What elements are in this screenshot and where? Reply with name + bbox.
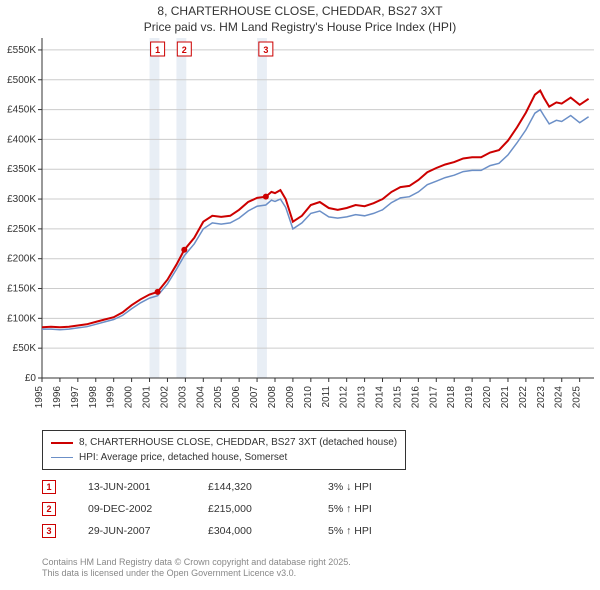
legend-item: HPI: Average price, detached house, Some… [51, 450, 397, 465]
x-tick-label: 2004 [195, 386, 206, 409]
x-tick-label: 2002 [159, 386, 170, 409]
series-price_paid [42, 91, 589, 328]
y-tick-label: £150K [7, 284, 36, 295]
sale-band [257, 38, 267, 378]
x-tick-label: 2005 [213, 386, 224, 409]
title-line-1: 8, CHARTERHOUSE CLOSE, CHEDDAR, BS27 3XT [0, 4, 600, 20]
x-tick-label: 2009 [285, 386, 296, 409]
x-tick-label: 2018 [446, 386, 457, 409]
y-tick-label: £300K [7, 194, 36, 205]
x-tick-label: 2001 [142, 386, 153, 409]
x-tick-label: 2006 [231, 386, 242, 409]
x-tick-label: 2023 [536, 386, 547, 409]
sale-marker-number: 3 [263, 45, 268, 55]
sale-marker-icon: 1 [42, 480, 56, 494]
legend-label: HPI: Average price, detached house, Some… [79, 450, 287, 465]
y-tick-label: £450K [7, 105, 36, 116]
x-tick-label: 2016 [410, 386, 421, 409]
x-tick-label: 2022 [518, 386, 529, 409]
x-tick-label: 2019 [464, 386, 475, 409]
y-tick-label: £550K [7, 45, 36, 56]
sale-date: 13-JUN-2001 [88, 481, 208, 493]
y-tick-label: £350K [7, 164, 36, 175]
sale-diff: 3% ↓ HPI [328, 481, 428, 493]
legend: 8, CHARTERHOUSE CLOSE, CHEDDAR, BS27 3XT… [42, 430, 406, 470]
y-tick-label: £500K [7, 75, 36, 86]
chart-title: 8, CHARTERHOUSE CLOSE, CHEDDAR, BS27 3XT… [0, 0, 600, 35]
x-tick-label: 2010 [303, 386, 314, 409]
x-tick-label: 2008 [267, 386, 278, 409]
sale-row: 2 09-DEC-2002£215,0005% ↑ HPI [42, 498, 428, 520]
footer-note: Contains HM Land Registry data © Crown c… [42, 557, 351, 580]
x-tick-label: 2017 [428, 386, 439, 409]
sale-dot [181, 247, 187, 253]
x-tick-label: 1997 [70, 386, 81, 409]
x-tick-label: 2025 [572, 386, 583, 409]
sale-marker-icon: 2 [42, 502, 56, 516]
x-tick-label: 2003 [177, 386, 188, 409]
sale-row: 3 29-JUN-2007£304,0005% ↑ HPI [42, 520, 428, 542]
x-tick-label: 1998 [88, 386, 99, 409]
x-tick-label: 1996 [52, 386, 63, 409]
x-tick-label: 1999 [106, 386, 117, 409]
y-tick-label: £400K [7, 134, 36, 145]
x-tick-label: 2024 [554, 386, 565, 409]
legend-swatch [51, 457, 73, 459]
y-tick-label: £200K [7, 254, 36, 265]
x-tick-label: 2020 [482, 386, 493, 409]
sale-diff: 5% ↑ HPI [328, 525, 428, 537]
sale-dot [263, 194, 269, 200]
sale-price: £304,000 [208, 525, 328, 537]
sale-date: 29-JUN-2007 [88, 525, 208, 537]
y-tick-label: £50K [13, 343, 37, 354]
y-tick-label: £0 [25, 373, 37, 384]
sale-row: 1 13-JUN-2001£144,3203% ↓ HPI [42, 476, 428, 498]
sales-table: 1 13-JUN-2001£144,3203% ↓ HPI 2 09-DEC-2002… [42, 476, 428, 542]
title-line-2: Price paid vs. HM Land Registry's House … [0, 20, 600, 36]
sale-marker-number: 1 [155, 45, 160, 55]
sale-dot [155, 289, 161, 295]
sale-marker-icon: 3 [42, 524, 56, 538]
legend-swatch [51, 442, 73, 444]
x-tick-label: 2014 [375, 386, 386, 409]
y-tick-label: £250K [7, 224, 36, 235]
sale-band [176, 38, 186, 378]
x-tick-label: 2012 [339, 386, 350, 409]
y-tick-label: £100K [7, 313, 36, 324]
x-tick-label: 2013 [357, 386, 368, 409]
x-tick-label: 2015 [392, 386, 403, 409]
sale-price: £215,000 [208, 503, 328, 515]
legend-item: 8, CHARTERHOUSE CLOSE, CHEDDAR, BS27 3XT… [51, 435, 397, 450]
sale-price: £144,320 [208, 481, 328, 493]
sale-marker-number: 2 [182, 45, 187, 55]
line-chart: £0 £50K £100K £150K £200K £250K £300K £350K £400… [0, 38, 600, 423]
footer-line-1: Contains HM Land Registry data © Crown c… [42, 557, 351, 569]
sale-date: 09-DEC-2002 [88, 503, 208, 515]
x-tick-label: 1995 [34, 386, 45, 409]
sale-diff: 5% ↑ HPI [328, 503, 428, 515]
x-tick-label: 2021 [500, 386, 511, 409]
legend-label: 8, CHARTERHOUSE CLOSE, CHEDDAR, BS27 3XT… [79, 435, 397, 450]
x-tick-label: 2011 [321, 386, 332, 408]
x-tick-label: 2007 [249, 386, 260, 409]
sale-band [150, 38, 160, 378]
footer-line-2: This data is licensed under the Open Gov… [42, 568, 351, 580]
x-tick-label: 2000 [124, 386, 135, 409]
